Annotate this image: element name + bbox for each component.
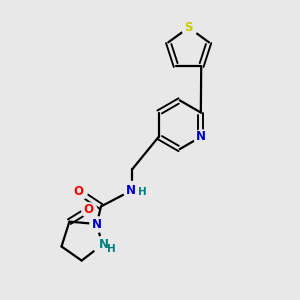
- Text: H: H: [138, 187, 147, 196]
- Text: S: S: [184, 21, 193, 34]
- Text: N: N: [126, 184, 136, 196]
- Text: N: N: [92, 218, 102, 230]
- Text: H: H: [107, 244, 116, 254]
- Text: O: O: [84, 203, 94, 216]
- Text: N: N: [99, 238, 109, 251]
- Text: N: N: [196, 130, 206, 143]
- Text: O: O: [74, 185, 84, 198]
